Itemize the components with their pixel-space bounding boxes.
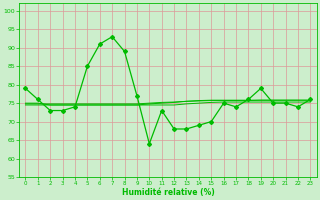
X-axis label: Humidité relative (%): Humidité relative (%) [122, 188, 214, 197]
